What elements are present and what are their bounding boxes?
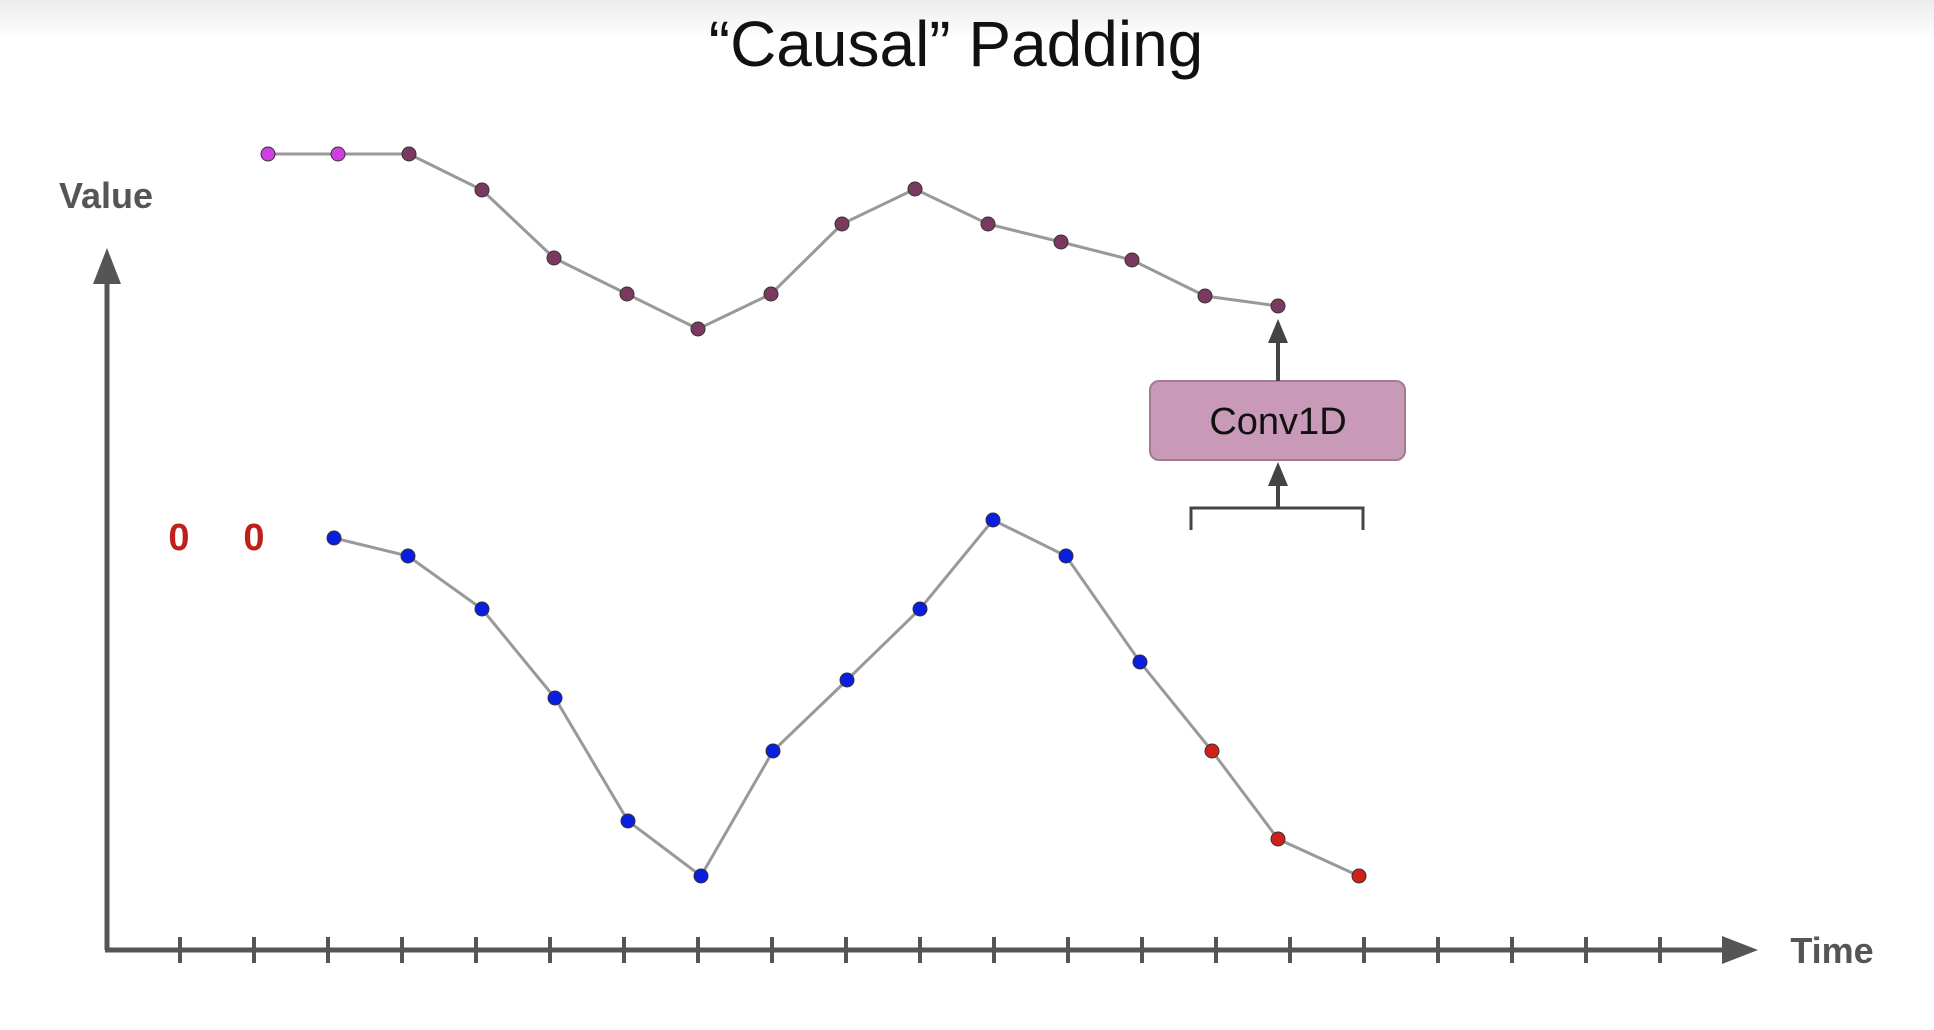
title: “Causal” Padding [709,8,1204,80]
point [834,216,850,232]
point [1204,743,1220,759]
point [400,548,416,564]
x-axis-label: Time [1790,930,1873,971]
point [619,286,635,302]
x-arrow [1722,936,1758,964]
point [839,672,855,688]
point [326,530,342,546]
arrow-head [1268,462,1288,486]
point [1351,868,1367,884]
point [620,813,636,829]
point [1053,234,1069,250]
point [1270,298,1286,314]
point [907,181,923,197]
point [1124,252,1140,268]
padding-zero: 0 [243,517,264,559]
top-shade [0,0,1934,40]
point [474,601,490,617]
point [765,743,781,759]
arrow-head [1268,319,1288,343]
conv1d-label: Conv1D [1209,401,1346,443]
kernel-bracket [1189,506,1365,530]
point [401,146,417,162]
point [763,286,779,302]
point [474,182,490,198]
point [693,868,709,884]
point [985,512,1001,528]
y-arrow [93,248,121,284]
point [912,601,928,617]
point [547,690,563,706]
input-points [326,512,1367,884]
axes [93,248,1758,964]
point [1197,288,1213,304]
point [260,146,276,162]
output-line [268,152,1279,331]
point [1058,548,1074,564]
point [546,250,562,266]
point [330,146,346,162]
point [980,216,996,232]
input-line [333,518,1360,879]
point [1132,654,1148,670]
output-points [260,146,1286,337]
point [690,321,706,337]
y-axis-label: Value [59,175,153,216]
padding-zero: 0 [168,517,189,559]
point [1270,831,1286,847]
x-ticks [178,937,1662,963]
